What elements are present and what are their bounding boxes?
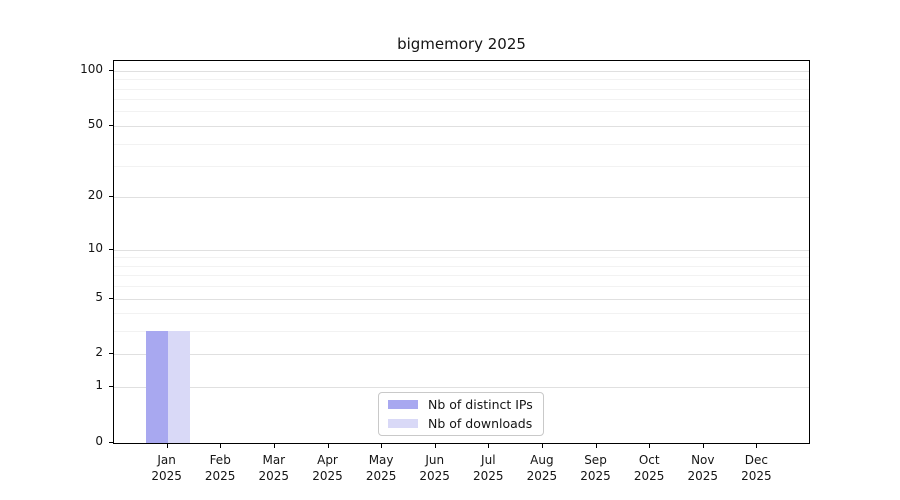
major-gridline: [114, 298, 809, 300]
y-tick-mark: [109, 124, 113, 126]
y-tick-label: 2: [95, 345, 103, 360]
minor-gridline: [114, 88, 809, 90]
x-tick-mark: [381, 444, 383, 448]
minor-gridline: [114, 99, 809, 101]
minor-gridline: [114, 143, 809, 145]
y-tick-label: 10: [87, 240, 103, 255]
major-gridline: [114, 387, 809, 389]
chart-title: bigmemory 2025: [397, 35, 526, 53]
y-tick-mark: [109, 297, 113, 299]
x-tick-mark: [220, 444, 222, 448]
legend-swatch-downloads-icon: [388, 419, 418, 428]
y-tick-mark: [109, 442, 113, 443]
minor-gridline: [114, 286, 809, 288]
x-tick-mark: [702, 444, 704, 448]
y-tick-mark: [109, 69, 113, 71]
y-tick-label: 5: [95, 289, 103, 304]
x-tick-label: Mar 2025: [258, 453, 290, 483]
y-tick-mark: [109, 386, 113, 388]
minor-gridline: [114, 79, 809, 81]
legend-swatch-distinct-ips-icon: [388, 400, 418, 409]
legend-label-downloads: Nb of downloads: [428, 416, 533, 431]
y-tick-label: 100: [80, 61, 103, 76]
y-tick-label: 1: [95, 378, 103, 393]
legend-item-downloads: Nb of downloads: [379, 416, 543, 431]
x-tick-label: Jun 2025: [419, 453, 450, 483]
minor-gridline: [114, 166, 809, 167]
legend-label-distinct-ips: Nb of distinct IPs: [428, 397, 533, 412]
minor-gridline: [114, 265, 809, 267]
x-tick-mark: [434, 444, 436, 448]
major-gridline: [114, 197, 809, 199]
x-tick-mark: [541, 444, 543, 448]
legend: Nb of distinct IPs Nb of downloads: [378, 392, 544, 436]
x-tick-label: Apr 2025: [312, 453, 343, 483]
y-tick-label: 50: [87, 116, 103, 131]
x-tick-label: Aug 2025: [526, 453, 558, 483]
minor-gridline: [114, 331, 809, 333]
x-tick-label: Nov 2025: [687, 453, 719, 483]
x-tick-mark: [488, 444, 490, 448]
x-tick-mark: [327, 444, 329, 448]
bar-downloads-jan: [167, 331, 190, 443]
x-tick-label: Jul 2025: [473, 453, 504, 483]
y-tick-mark: [109, 248, 113, 250]
bar-distinct-ips-jan: [145, 331, 168, 443]
x-tick-label: May 2025: [365, 453, 397, 483]
major-gridline: [114, 354, 809, 356]
major-gridline: [114, 70, 809, 72]
x-tick-label: Sep 2025: [580, 453, 611, 483]
minor-gridline: [114, 313, 809, 315]
x-tick-label: Dec 2025: [741, 453, 772, 483]
y-tick-label: 0: [95, 434, 103, 448]
x-tick-label: Jan 2025: [151, 453, 182, 483]
x-tick-mark: [649, 444, 651, 448]
legend-item-distinct-ips: Nb of distinct IPs: [379, 397, 543, 412]
minor-gridline: [114, 111, 809, 113]
x-tick-mark: [273, 444, 275, 448]
x-tick-mark: [756, 444, 758, 448]
y-tick-mark: [109, 353, 113, 355]
y-tick-mark: [109, 196, 113, 198]
x-tick-mark: [595, 444, 597, 448]
minor-gridline: [114, 275, 809, 277]
y-tick-label: 20: [87, 188, 103, 203]
x-tick-mark: [166, 444, 168, 448]
major-gridline: [114, 249, 809, 251]
x-tick-label: Feb 2025: [204, 453, 236, 483]
minor-gridline: [114, 257, 809, 259]
major-gridline: [114, 125, 809, 127]
x-tick-label: Oct 2025: [633, 453, 665, 483]
plot-area: Nb of distinct IPs Nb of downloads: [113, 60, 810, 444]
